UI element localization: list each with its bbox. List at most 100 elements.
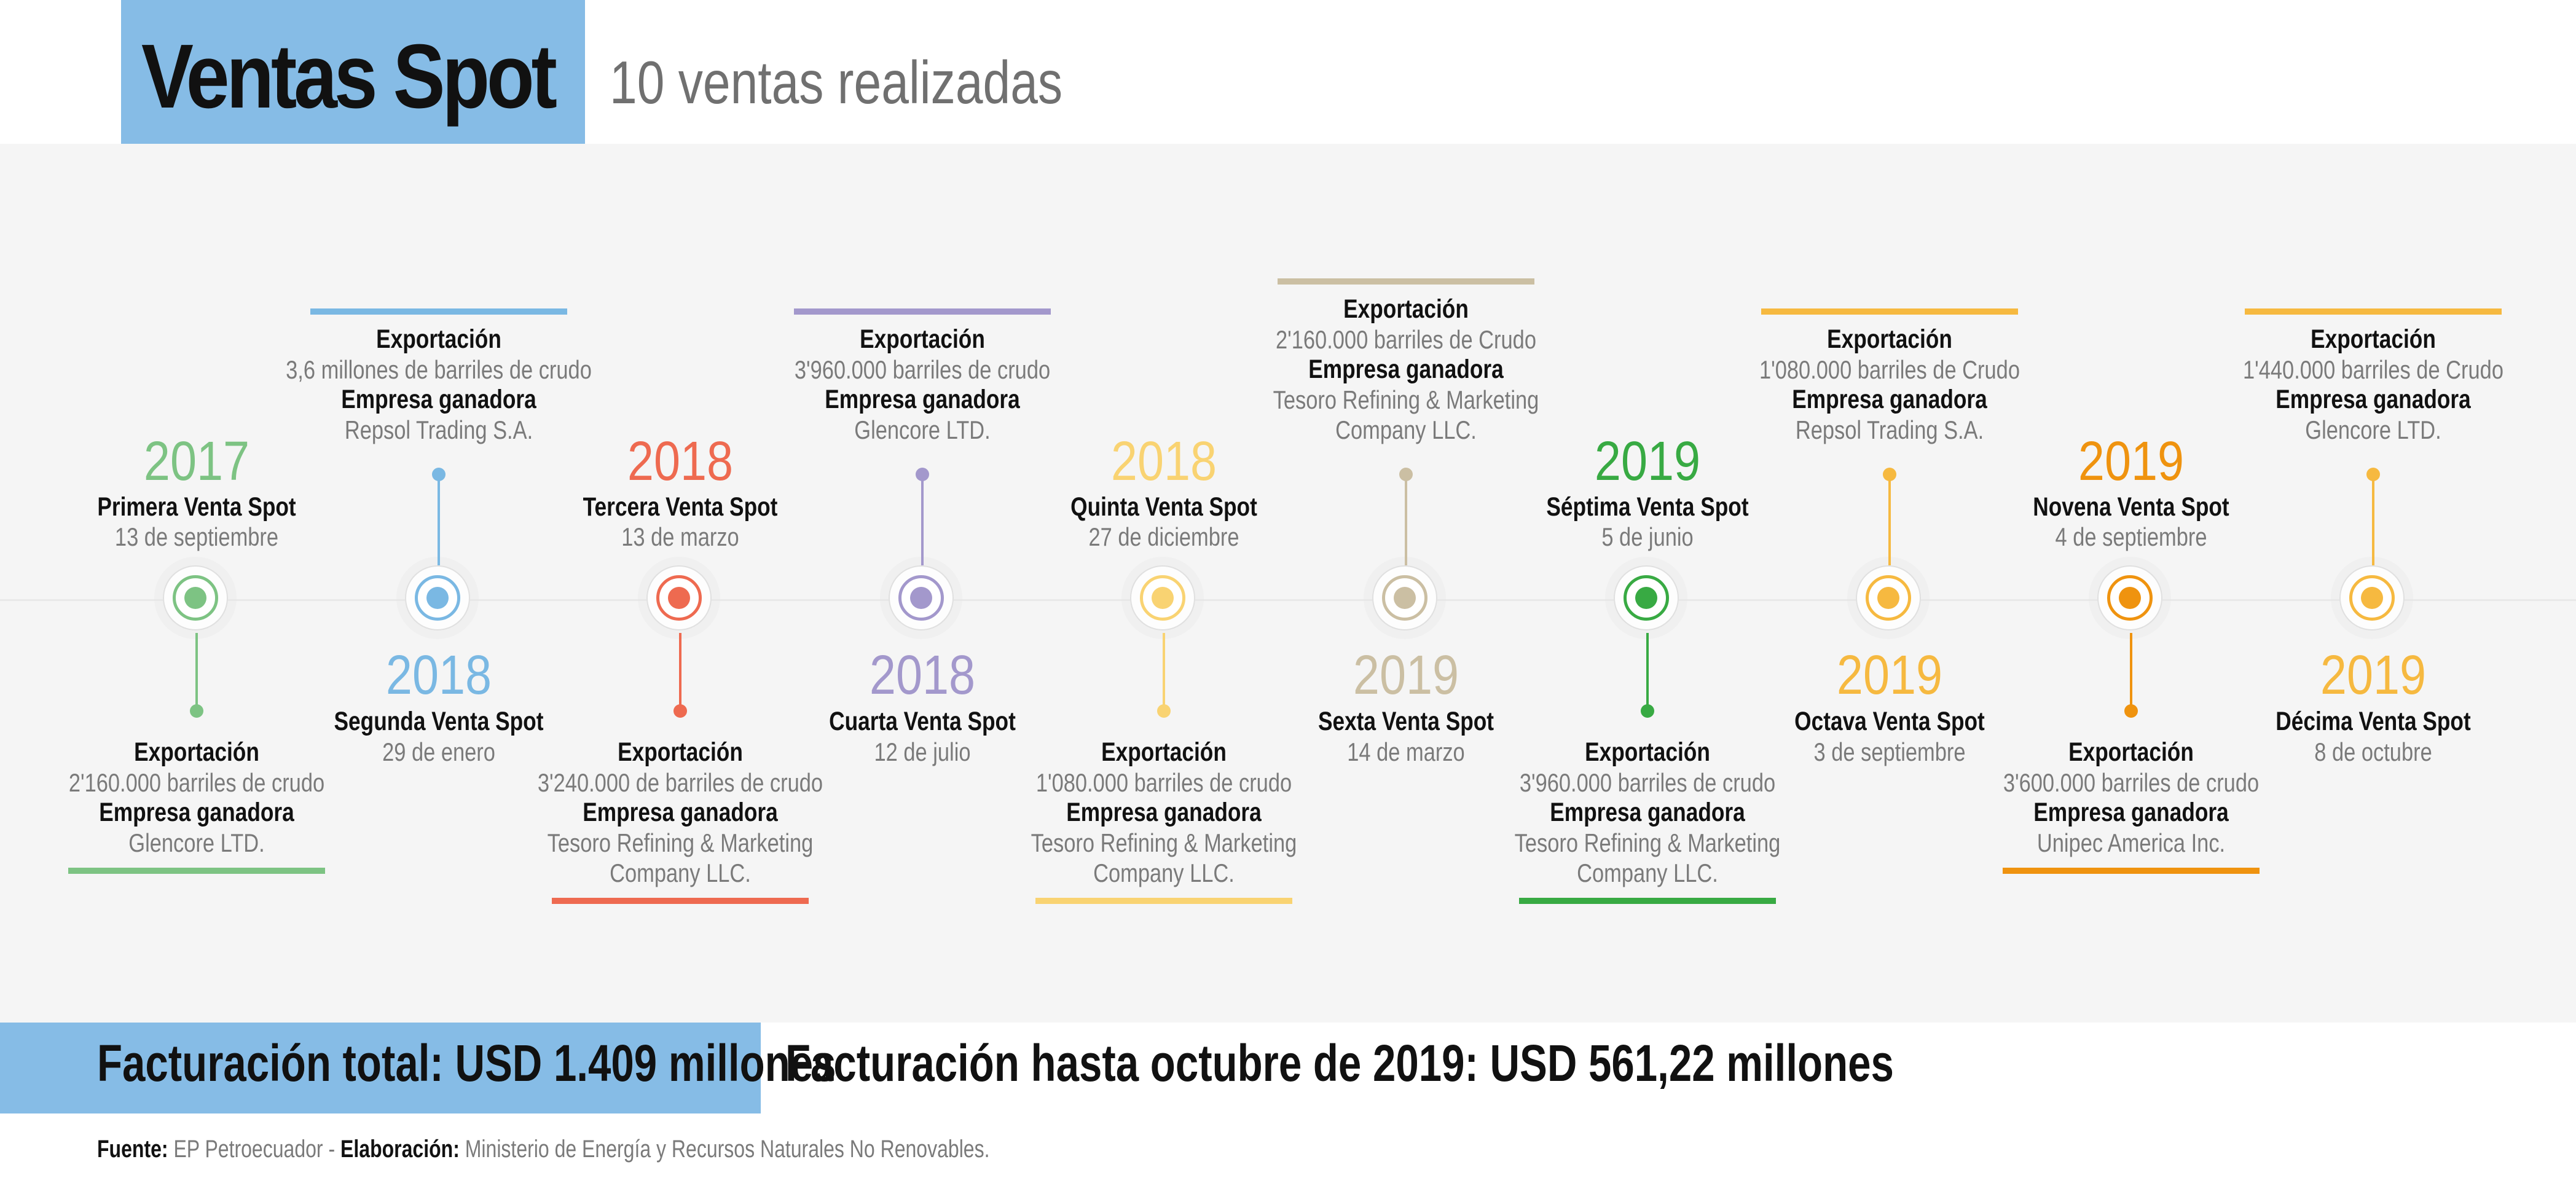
title-box	[121, 0, 585, 144]
winner-label: Empresa ganadora	[825, 385, 1020, 414]
source-separator: -	[328, 1136, 336, 1163]
timeline-node-dot	[910, 587, 932, 609]
timeline-node-dot	[2361, 587, 2383, 609]
timeline-node-ring	[898, 575, 944, 621]
timeline-band	[0, 144, 2576, 1023]
timeline-connector	[195, 633, 198, 710]
barrels-value: 1'440.000 barriles de Crudo	[2243, 355, 2503, 384]
company-name: Company LLC.	[1093, 858, 1235, 887]
winner-label: Empresa ganadora	[1792, 385, 1987, 414]
company-name: Tesoro Refining & Marketing	[547, 828, 814, 857]
timeline-pin	[1641, 704, 1654, 718]
timeline-node-ring	[656, 575, 702, 621]
timeline-connector	[1163, 633, 1165, 710]
event-underline	[68, 868, 325, 874]
export-label: Exportación	[1343, 294, 1469, 324]
event-info: Exportación 1'080.000 barriles de crudo Em…	[988, 737, 1340, 888]
event-underline	[2245, 308, 2502, 315]
timeline-node-ring	[1382, 575, 1427, 621]
event-date: 5 de junio	[1601, 522, 1694, 551]
event-name: Tercera Venta Spot	[583, 492, 778, 522]
event-date: 4 de septiembre	[2055, 522, 2207, 551]
total-box	[0, 1023, 761, 1113]
timeline-node-dot	[1152, 587, 1174, 609]
timeline-pin	[2124, 704, 2138, 718]
winner-label: Empresa ganadora	[341, 385, 536, 414]
barrels-value: 3'960.000 barriles de crudo	[794, 355, 1051, 384]
event-year: 2018	[1110, 431, 1217, 492]
event-year: 2019	[1353, 645, 1459, 706]
elaboration-value: Ministerio de Energía y Recursos Natural…	[465, 1136, 990, 1163]
event-year: 2019	[2320, 645, 2427, 706]
event-date: 29 de enero	[382, 737, 495, 766]
export-label: Exportación	[1101, 737, 1227, 767]
event-name: Décima Venta Spot	[2276, 707, 2471, 736]
company-name: Repsol Trading S.A.	[344, 415, 533, 444]
timeline-axis	[0, 599, 2576, 601]
barrels-value: 2'160.000 barriles de Crudo	[1276, 325, 1536, 354]
timeline-node	[405, 565, 470, 630]
company-name: Company LLC.	[610, 858, 751, 887]
timeline-connector	[2130, 633, 2132, 710]
timeline-pin	[432, 468, 446, 481]
event-year: 2019	[1836, 645, 1943, 706]
partial-billing: Facturación hasta octubre de 2019: USD 5…	[785, 1034, 1894, 1092]
timeline-node-ring	[1866, 575, 1911, 621]
event-info: Exportación 2'160.000 barriles de crudo Em…	[20, 737, 373, 858]
event-name: Novena Venta Spot	[2033, 492, 2229, 522]
timeline-pin	[673, 704, 687, 718]
timeline-node	[646, 565, 712, 630]
barrels-value: 2'160.000 barriles de crudo	[68, 768, 325, 797]
event-underline	[1035, 898, 1292, 904]
event-name: Cuarta Venta Spot	[829, 707, 1016, 736]
company-name: Repsol Trading S.A.	[1795, 415, 1984, 444]
company-name: Glencore LTD.	[2305, 415, 2441, 444]
event-date: 27 de diciembre	[1088, 522, 1239, 551]
timeline-node	[2339, 565, 2405, 630]
timeline-pin	[1399, 468, 1413, 481]
event-date: 13 de marzo	[621, 522, 739, 551]
event-underline	[794, 308, 1051, 315]
company-name: Tesoro Refining & Marketing	[1031, 828, 1297, 857]
page-subtitle: 10 ventas realizadas	[610, 49, 1063, 116]
export-label: Exportación	[2311, 324, 2436, 354]
event-info: Exportación 3'600.000 barriles de crudo Em…	[1955, 737, 2307, 858]
timeline-node	[1372, 565, 1437, 630]
winner-label: Empresa ganadora	[1550, 798, 1745, 827]
company-name: Glencore LTD.	[128, 828, 265, 857]
barrels-value: 3'240.000 de barriles de crudo	[537, 768, 823, 797]
timeline-pin	[1883, 468, 1896, 481]
timeline-connector	[1888, 474, 1891, 565]
export-label: Exportación	[376, 324, 501, 354]
export-label: Exportación	[860, 324, 985, 354]
timeline-connector	[679, 633, 681, 710]
timeline-node	[1614, 565, 1679, 630]
page-title: Ventas Spot	[141, 26, 557, 127]
winner-label: Empresa ganadora	[1308, 355, 1504, 384]
event-date: 12 de julio	[874, 737, 971, 766]
timeline-node-dot	[184, 587, 206, 609]
event-underline	[1278, 278, 1534, 285]
event-info: Exportación 3'240.000 de barriles de crud…	[504, 737, 857, 888]
event-date: 14 de marzo	[1347, 737, 1465, 766]
event-info: Exportación 1'080.000 barriles de Crudo Em…	[1713, 324, 2066, 445]
barrels-value: 1'080.000 barriles de Crudo	[1759, 355, 2020, 384]
event-info: Exportación 1'440.000 barriles de Crudo Em…	[2197, 324, 2550, 445]
event-underline	[552, 898, 809, 904]
total-billing: Facturación total: USD 1.409 millones	[97, 1034, 836, 1092]
event-year: 2019	[1594, 431, 1701, 492]
timeline-node-ring	[1624, 575, 1669, 621]
event-underline	[1519, 898, 1776, 904]
event-date: 3 de septiembre	[1813, 737, 1966, 766]
event-name: Segunda Venta Spot	[334, 707, 544, 736]
timeline-connector	[2372, 474, 2374, 565]
event-info: Exportación 3'960.000 barriles de crudo Em…	[1471, 737, 1824, 888]
event-underline	[1761, 308, 2018, 315]
event-name: Séptima Venta Spot	[1546, 492, 1749, 522]
company-name: Company LLC.	[1335, 415, 1477, 444]
company-name: Tesoro Refining & Marketing	[1273, 385, 1539, 414]
winner-label: Empresa ganadora	[583, 798, 778, 827]
timeline-node-dot	[1635, 587, 1657, 609]
export-label: Exportación	[134, 737, 259, 767]
source-line: Fuente: EP Petroecuador - Elaboración: M…	[97, 1136, 989, 1163]
